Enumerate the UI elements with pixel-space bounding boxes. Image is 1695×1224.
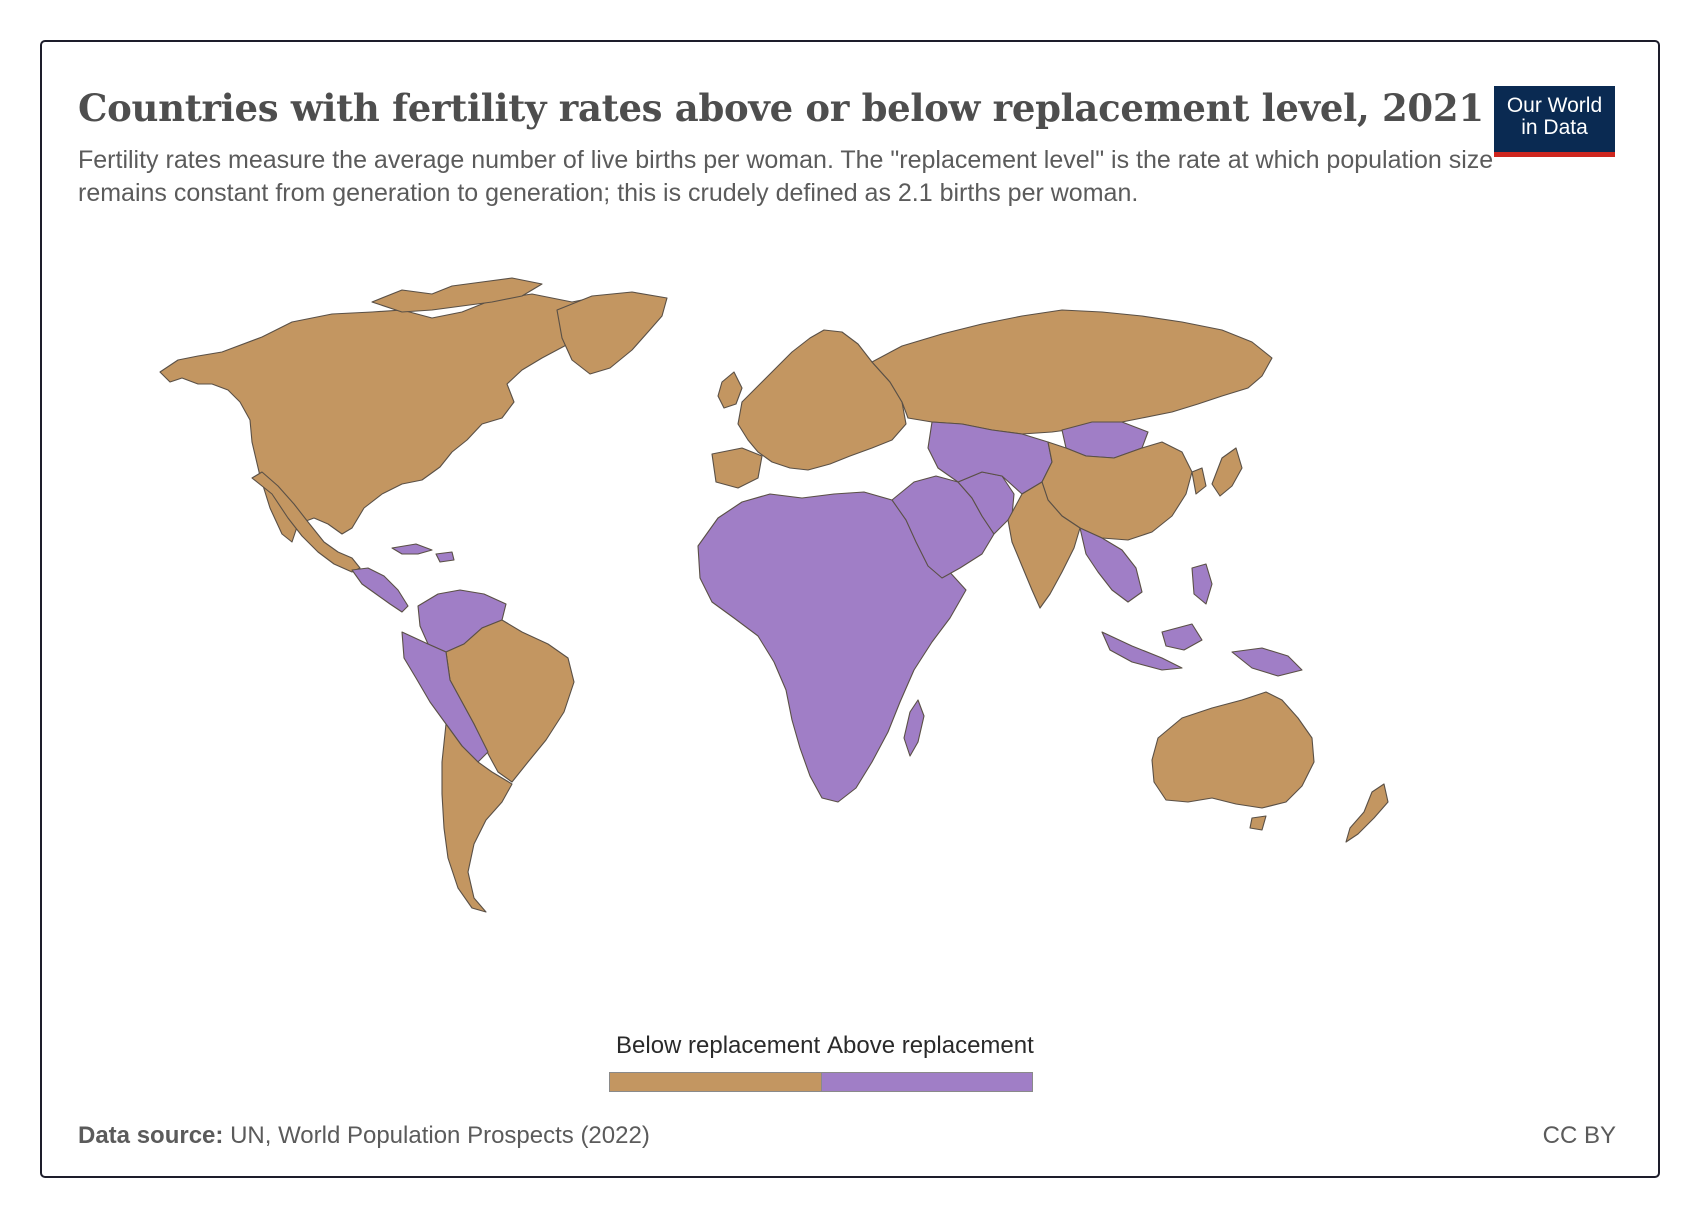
map-region-korea [1191, 467, 1207, 495]
map-region-tasmania [1249, 815, 1267, 831]
map-region-canada-islands [371, 277, 543, 313]
chart-subtitle: Fertility rates measure the average numb… [78, 146, 1494, 207]
map-region-australia [1151, 691, 1315, 809]
map-region-iberia [711, 447, 763, 489]
legend-swatch-above[interactable] [821, 1072, 1033, 1092]
legend-label-below: Below replacement [616, 1032, 821, 1059]
map-region-indonesia [1101, 623, 1303, 677]
map-region-central-america [351, 567, 409, 613]
map-region-russia [871, 309, 1273, 435]
world-map[interactable] [102, 272, 1522, 1012]
owid-logo[interactable]: Our World in Data [1494, 86, 1615, 157]
map-region-india [1007, 481, 1081, 609]
map-region-new-zealand [1345, 783, 1389, 843]
license[interactable]: CC BY [1542, 1122, 1616, 1149]
map-region-caribbean [391, 543, 455, 563]
legend-label-above: Above replacement [827, 1032, 1034, 1059]
map-region-uk [717, 371, 743, 409]
map-region-madagascar [903, 699, 925, 757]
map-region-europe [737, 329, 907, 471]
map-region-north-america [159, 293, 623, 543]
map-region-philippines [1191, 563, 1213, 605]
map-region-peru-bolivia [401, 631, 489, 763]
logo-line-1: Our World [1506, 94, 1603, 117]
map-region-mexico [251, 471, 361, 573]
map-region-africa [697, 491, 967, 803]
map-region-southern-cone [441, 723, 513, 913]
data-source: Data source: UN, World Population Prospe… [78, 1122, 650, 1150]
map-region-middle-east [891, 475, 995, 579]
chart-frame: Countries with fertility rates above or … [40, 40, 1660, 1178]
chart-title: Countries with fertility rates above or … [78, 86, 1484, 130]
map-region-japan [1211, 447, 1243, 497]
map-region-southeast-asia [1079, 527, 1143, 603]
map-region-greenland [556, 291, 668, 375]
legend-swatch-below[interactable] [609, 1072, 822, 1092]
logo-line-2: in Data [1521, 116, 1588, 139]
data-source-label: Data source: [78, 1122, 224, 1149]
map-legend: Below replacement Above replacement [609, 1032, 1076, 1102]
data-source-text[interactable]: UN, World Population Prospects (2022) [230, 1122, 650, 1149]
